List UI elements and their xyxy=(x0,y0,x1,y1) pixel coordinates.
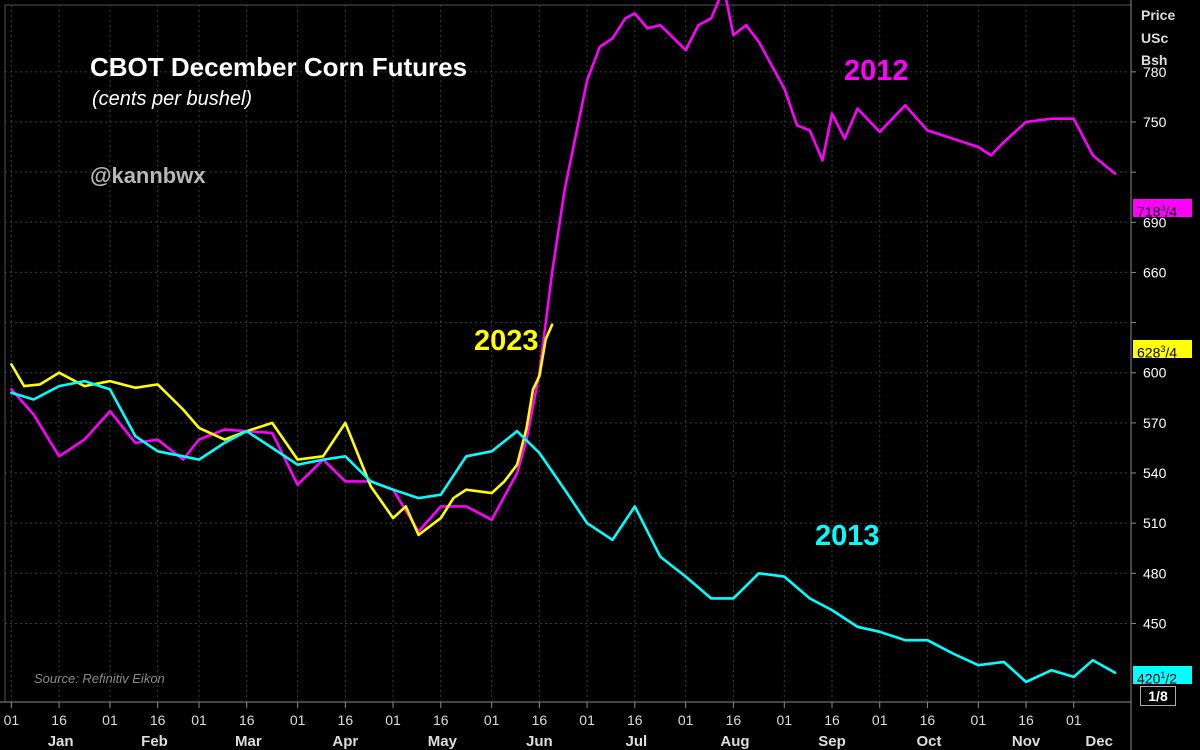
y-tick-label: 750 xyxy=(1143,114,1167,130)
y-axis-title-currency: USc xyxy=(1141,30,1169,46)
last-value-main: 628 xyxy=(1137,344,1161,361)
source-note: Source: Refinitiv Eikon xyxy=(34,671,165,686)
x-tick-label: 16 xyxy=(239,712,255,728)
x-tick-label: 01 xyxy=(971,712,987,728)
last-value-fraction: 1 xyxy=(1160,670,1166,680)
x-month-label: Sep xyxy=(818,733,846,750)
x-tick-label: 16 xyxy=(150,712,166,728)
price-fraction-indicator: 1/8 xyxy=(1140,686,1176,706)
x-month-label: Jan xyxy=(48,733,74,750)
last-value-main: 420 xyxy=(1137,670,1161,687)
x-tick-label: 01 xyxy=(290,712,306,728)
x-month-label: Oct xyxy=(917,733,942,750)
x-tick-label: 01 xyxy=(102,712,118,728)
x-month-label: Apr xyxy=(332,733,358,750)
x-tick-label: 01 xyxy=(872,712,888,728)
x-tick-label: 16 xyxy=(1018,712,1034,728)
y-axis-title-unit: Bsh xyxy=(1141,52,1168,68)
last-value-fraction: 3 xyxy=(1160,203,1166,213)
last-value-main: 718 xyxy=(1137,203,1161,220)
x-month-label: Jul xyxy=(626,733,648,750)
author-handle: @kannbwx xyxy=(90,163,206,188)
y-tick-label: 660 xyxy=(1143,264,1167,280)
y-tick-label: 570 xyxy=(1143,415,1167,431)
chart-title: CBOT December Corn Futures xyxy=(90,52,468,82)
x-month-label: Nov xyxy=(1012,733,1041,750)
x-tick-label: 16 xyxy=(726,712,742,728)
y-tick-label: 450 xyxy=(1143,615,1167,631)
x-tick-label: 01 xyxy=(484,712,500,728)
y-tick-label: 600 xyxy=(1143,365,1167,381)
y-tick-label: 510 xyxy=(1143,515,1167,531)
x-month-label: Dec xyxy=(1085,733,1113,750)
x-month-label: Jun xyxy=(526,733,553,750)
series-line-2012 xyxy=(10,0,1117,533)
x-month-label: Feb xyxy=(141,733,168,750)
y-tick-label: 690 xyxy=(1143,214,1167,230)
last-value-denominator: /4 xyxy=(1165,203,1178,220)
x-tick-label: 16 xyxy=(338,712,354,728)
x-tick-label: 01 xyxy=(4,712,20,728)
x-tick-label: 01 xyxy=(385,712,401,728)
x-tick-label: 16 xyxy=(824,712,840,728)
x-month-label: Aug xyxy=(720,733,749,750)
series-label-2012: 2012 xyxy=(844,55,909,87)
x-month-label: May xyxy=(428,733,458,750)
series-line-2013 xyxy=(10,379,1117,684)
x-tick-label: 16 xyxy=(920,712,936,728)
last-value-badge-2012: 7183/4 xyxy=(1133,199,1192,220)
y-tick-label: 540 xyxy=(1143,465,1167,481)
x-tick-label: 16 xyxy=(532,712,548,728)
series-label-2023: 2023 xyxy=(474,325,539,357)
x-tick-label: 16 xyxy=(51,712,67,728)
x-month-label: Mar xyxy=(235,733,262,750)
x-tick-label: 16 xyxy=(433,712,449,728)
series-label-2013: 2013 xyxy=(815,520,880,552)
last-value-denominator: /4 xyxy=(1165,344,1178,361)
x-tick-label: 16 xyxy=(627,712,643,728)
x-tick-label: 01 xyxy=(579,712,595,728)
series-line-2023 xyxy=(10,323,554,537)
last-value-badge-2023: 6283/4 xyxy=(1133,340,1192,361)
chart-subtitle: (cents per bushel) xyxy=(92,88,253,110)
last-value-badge-2013: 4201/2 xyxy=(1133,666,1192,687)
x-tick-label: 01 xyxy=(191,712,207,728)
y-tick-label: 480 xyxy=(1143,565,1167,581)
last-value-fraction: 3 xyxy=(1160,344,1166,354)
x-tick-label: 01 xyxy=(1066,712,1082,728)
y-tick-label: 780 xyxy=(1143,64,1167,80)
x-tick-label: 01 xyxy=(678,712,694,728)
last-value-denominator: /2 xyxy=(1165,670,1178,687)
plot-area xyxy=(4,4,1132,703)
x-tick-label: 01 xyxy=(777,712,793,728)
y-axis-title-price: Price xyxy=(1141,7,1176,23)
